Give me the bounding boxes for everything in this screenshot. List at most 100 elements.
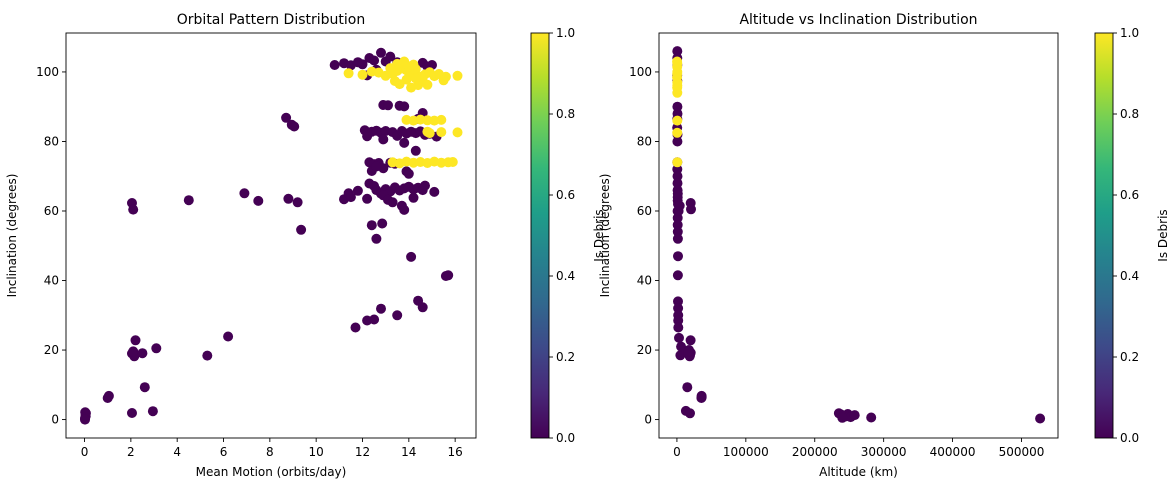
colorbar-tick-label: 0.2 bbox=[1120, 350, 1139, 364]
non-debris-point bbox=[403, 168, 414, 179]
x-tick-label: 500000 bbox=[999, 445, 1045, 459]
non-debris-point bbox=[151, 343, 162, 354]
non-debris-point bbox=[673, 315, 684, 326]
non-debris-point bbox=[672, 136, 683, 147]
non-debris-point bbox=[130, 335, 141, 346]
debris-point bbox=[672, 127, 683, 138]
non-debris-point bbox=[281, 112, 292, 123]
x-tick-label: 300000 bbox=[861, 445, 907, 459]
debris-point bbox=[438, 75, 449, 86]
non-debris-point bbox=[80, 414, 90, 425]
y-axis-label: Inclination (degrees) bbox=[598, 174, 612, 298]
non-debris-point bbox=[350, 322, 361, 333]
non-debris-point bbox=[672, 46, 683, 57]
non-debris-point bbox=[674, 332, 684, 343]
non-debris-point bbox=[329, 60, 340, 70]
non-debris-point bbox=[399, 204, 410, 215]
y-tick-label: 60 bbox=[44, 204, 59, 218]
y-tick-label: 40 bbox=[637, 274, 652, 288]
non-debris-point bbox=[292, 197, 303, 208]
y-tick-label: 60 bbox=[637, 204, 652, 218]
non-debris-point bbox=[673, 322, 684, 333]
non-debris-point bbox=[420, 180, 430, 191]
colorbar-tick-label: 0.8 bbox=[1120, 107, 1139, 121]
colorbar-label: Is Debris bbox=[1156, 209, 1170, 261]
non-debris-point bbox=[139, 382, 150, 393]
colorbar-label: Is Debris bbox=[592, 209, 606, 261]
non-debris-point bbox=[392, 310, 403, 321]
debris-point bbox=[452, 127, 463, 138]
non-debris-point bbox=[369, 314, 380, 325]
non-debris-point bbox=[378, 134, 389, 145]
non-debris-point bbox=[672, 219, 683, 230]
non-debris-point bbox=[672, 233, 683, 244]
colorbar-tick-label: 0.0 bbox=[556, 431, 575, 445]
colorbar-tick-label: 0.6 bbox=[1120, 188, 1139, 202]
non-debris-point bbox=[672, 188, 683, 199]
y-tick-label: 100 bbox=[629, 65, 652, 79]
chart-title: Orbital Pattern Distribution bbox=[177, 12, 365, 28]
colorbar-gradient bbox=[530, 32, 550, 439]
non-debris-point bbox=[672, 226, 683, 237]
non-debris-point bbox=[137, 348, 148, 359]
colorbar-tick-label: 0.8 bbox=[556, 107, 575, 121]
non-debris-point bbox=[675, 350, 686, 361]
x-tick-label: 0 bbox=[673, 445, 681, 459]
non-debris-point bbox=[103, 390, 114, 401]
debris-point bbox=[422, 79, 433, 90]
x-tick-label: 2 bbox=[127, 445, 135, 459]
debris-point bbox=[410, 73, 421, 84]
non-debris-point bbox=[399, 137, 410, 148]
non-debris-point bbox=[371, 233, 382, 244]
x-tick-label: 14 bbox=[401, 445, 416, 459]
non-debris-point bbox=[417, 302, 428, 313]
debris-point bbox=[436, 127, 447, 138]
debris-point bbox=[422, 126, 433, 137]
non-debris-point bbox=[128, 204, 139, 215]
non-debris-point bbox=[366, 220, 377, 231]
debris-point bbox=[343, 68, 354, 79]
non-debris-point bbox=[147, 406, 158, 417]
non-debris-point bbox=[406, 251, 417, 262]
non-debris-point bbox=[696, 392, 707, 402]
colorbar-tick-label: 0.4 bbox=[1120, 269, 1139, 283]
y-tick-label: 80 bbox=[44, 134, 59, 148]
x-tick-label: 10 bbox=[309, 445, 324, 459]
y-tick-label: 80 bbox=[637, 134, 652, 148]
axes-frame bbox=[658, 32, 1059, 439]
y-tick-label: 20 bbox=[44, 343, 59, 357]
non-debris-point bbox=[673, 303, 684, 314]
non-debris-point bbox=[685, 335, 696, 346]
non-debris-point bbox=[682, 346, 693, 357]
x-tick-label: 400000 bbox=[930, 445, 976, 459]
debris-point bbox=[403, 61, 414, 72]
y-tick-label: 40 bbox=[44, 274, 59, 288]
scatter-points bbox=[672, 46, 1046, 424]
non-debris-point bbox=[408, 192, 419, 203]
colorbar-tick-label: 0.2 bbox=[556, 350, 575, 364]
debris-point bbox=[672, 87, 683, 98]
x-tick-label: 4 bbox=[173, 445, 181, 459]
non-debris-point bbox=[443, 270, 454, 281]
debris-point bbox=[452, 70, 463, 81]
debris-point bbox=[447, 157, 458, 167]
scatter-points bbox=[80, 47, 463, 425]
non-debris-point bbox=[849, 410, 860, 421]
y-tick-label: 0 bbox=[51, 413, 59, 427]
non-debris-point bbox=[383, 100, 393, 111]
debris-point bbox=[401, 74, 412, 85]
non-debris-point bbox=[127, 408, 137, 418]
y-tick-label: 100 bbox=[36, 65, 59, 79]
non-debris-point bbox=[377, 218, 388, 229]
axes-frame bbox=[65, 32, 477, 439]
debris-point bbox=[672, 157, 683, 168]
colorbar-tick-label: 0.0 bbox=[1120, 431, 1139, 445]
x-axis-label: Altitude (km) bbox=[819, 465, 898, 479]
non-debris-point bbox=[289, 121, 300, 132]
x-tick-label: 8 bbox=[266, 445, 274, 459]
x-tick-label: 100000 bbox=[723, 445, 769, 459]
debris-point bbox=[436, 114, 447, 125]
non-debris-point bbox=[866, 412, 877, 423]
non-debris-point bbox=[183, 195, 194, 206]
non-debris-point bbox=[352, 185, 363, 196]
